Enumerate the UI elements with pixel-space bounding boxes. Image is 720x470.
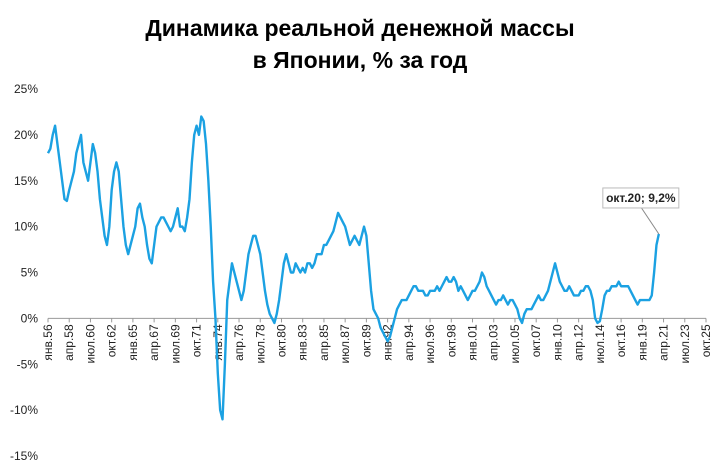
x-tick-label: янв.01	[466, 324, 480, 361]
x-tick-label: янв.19	[635, 324, 649, 361]
x-tick-label: окт.07	[529, 324, 543, 357]
x-tick-label: окт.71	[190, 324, 204, 357]
x-tick-label: июл.69	[168, 324, 182, 363]
x-tick-label: апр.85	[317, 324, 331, 361]
x-tick-label: июл.60	[83, 324, 97, 363]
x-tick-label: апр.03	[487, 324, 501, 361]
x-tick-label: июл.05	[508, 324, 522, 363]
x-tick-label: янв.10	[550, 324, 564, 361]
x-tick-label: апр.76	[232, 324, 246, 361]
x-tick-label: окт.89	[359, 324, 373, 357]
x-tick-label: июл.14	[593, 324, 607, 363]
y-tick-label: 0%	[21, 311, 39, 325]
chart-subtitle: в Японии, % за год	[253, 47, 468, 73]
x-tick-label: апр.58	[62, 324, 76, 361]
x-tick-label: окт.62	[105, 324, 119, 357]
x-tick-label: янв.83	[296, 324, 310, 361]
y-tick-label: 5%	[21, 266, 39, 280]
y-tick-label: -5%	[17, 357, 39, 371]
x-tick-label: окт.16	[614, 324, 628, 357]
y-tick-label: -10%	[10, 403, 38, 417]
y-tick-label: 15%	[14, 174, 38, 188]
x-tick-label: июл.23	[678, 324, 692, 363]
data-line	[46, 115, 661, 421]
y-tick-label: -15%	[10, 449, 38, 463]
x-tick-label: апр.12	[572, 324, 586, 361]
x-tick-label: янв.56	[41, 324, 55, 361]
x-tick-label: апр.94	[402, 324, 416, 361]
chart-title: Динамика реальной денежной массы	[145, 15, 574, 41]
x-tick-label: июл.96	[423, 324, 437, 363]
x-tick-label: окт.80	[274, 324, 288, 357]
x-tick-label: окт.25	[699, 324, 713, 357]
y-tick-label: 25%	[14, 82, 38, 96]
x-tick-label: янв.74	[211, 324, 225, 361]
x-tick-label: апр.67	[147, 324, 161, 361]
y-tick-label: 20%	[14, 128, 38, 142]
x-tick-label: июл.78	[253, 324, 267, 363]
x-tick-label: окт.98	[444, 324, 458, 357]
x-tick-label: апр.21	[657, 324, 671, 361]
x-tick-label: июл.87	[338, 324, 352, 363]
annotation: окт.20; 9,2%	[606, 191, 676, 205]
annotation-leader	[640, 206, 660, 235]
x-tick-label: янв.65	[126, 324, 140, 361]
y-tick-label: 10%	[14, 220, 38, 234]
annotation-box	[602, 187, 680, 209]
